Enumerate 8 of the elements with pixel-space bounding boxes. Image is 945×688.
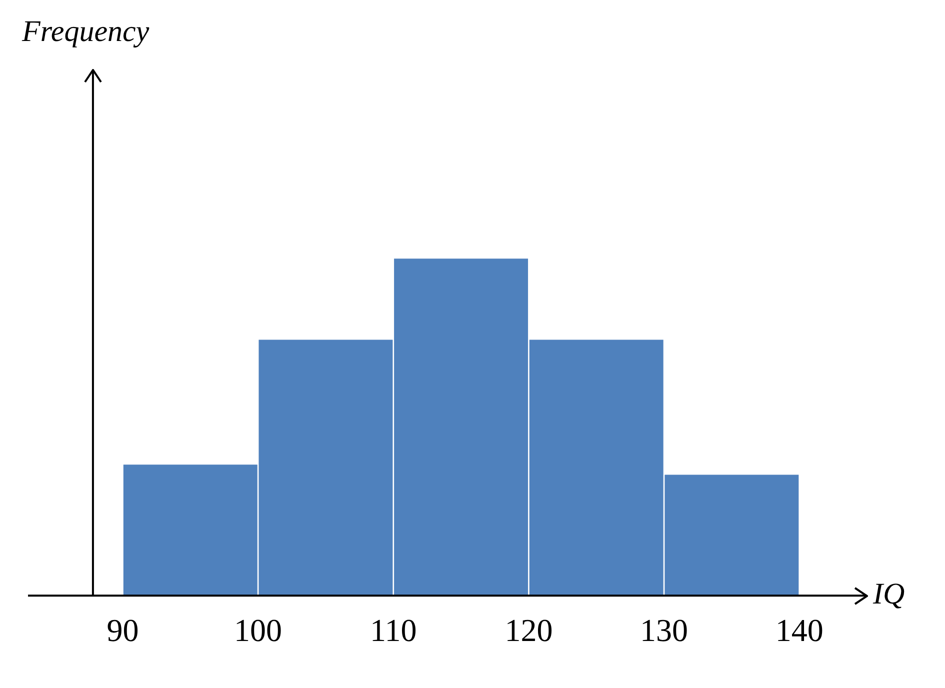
x-tick-label: 120 [504,612,553,648]
x-tick-label: 140 [775,612,824,648]
x-tick-label: 110 [370,612,417,648]
x-tick-label: 90 [106,612,139,648]
x-tick-label: 130 [640,612,688,648]
text: Frequency [21,14,150,48]
x-tick-label: 100 [234,612,282,648]
x-axis-title: IQ [872,577,905,610]
